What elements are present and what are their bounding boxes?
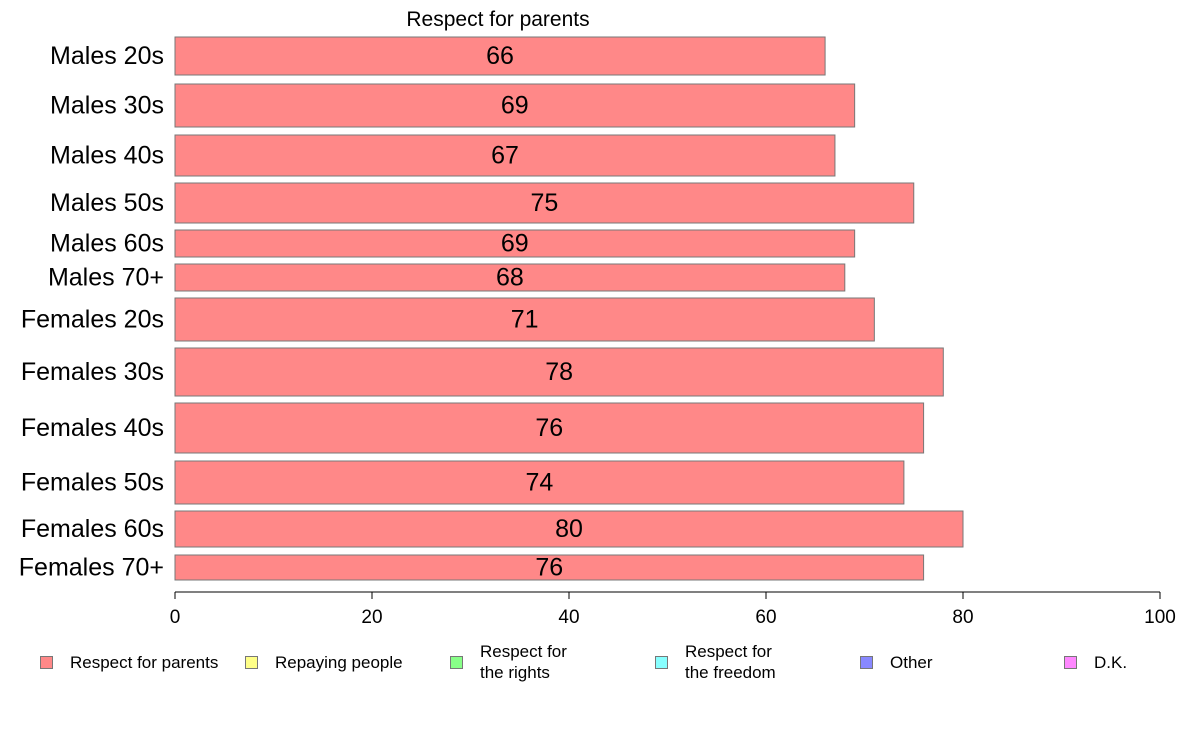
legend-swatch <box>655 655 668 669</box>
legend-label: Respect for parents <box>70 652 219 672</box>
category-label: Females 60s <box>21 515 164 543</box>
bar <box>174 182 915 224</box>
bar <box>174 229 856 258</box>
data-label: 78 <box>545 358 573 386</box>
category-label: Females 70+ <box>19 554 164 582</box>
data-label: 80 <box>555 515 583 543</box>
bar <box>174 134 836 177</box>
legend-label: Other <box>890 652 933 672</box>
chart-title: Respect for parents <box>406 8 589 31</box>
x-tick-label: 20 <box>361 607 382 628</box>
category-label: Females 40s <box>21 414 164 442</box>
legend-label: D.K. <box>1094 652 1128 672</box>
legend-item: Respect for parents <box>40 640 218 684</box>
x-axis: 0 20 40 60 80 100 <box>170 591 1176 628</box>
category-label: Females 50s <box>21 469 164 497</box>
legend-label: Respect for the rights <box>480 642 567 682</box>
category-label: Females 30s <box>21 358 164 386</box>
data-label: 75 <box>530 189 558 217</box>
data-label: 76 <box>535 554 563 582</box>
legend-item: Other <box>860 640 933 684</box>
x-tick-label: 60 <box>755 607 776 628</box>
category-label: Females 20s <box>21 306 164 334</box>
legend-swatch <box>245 655 258 669</box>
bar <box>174 36 826 76</box>
bar <box>174 510 964 548</box>
data-label: 76 <box>535 414 563 442</box>
legend-swatch <box>1064 655 1077 669</box>
data-label: 74 <box>526 469 554 497</box>
legend-swatch <box>450 655 463 669</box>
x-tick-label: 80 <box>952 607 973 628</box>
category-label: Males 20s <box>50 42 164 70</box>
legend-label: Respect for the freedom <box>685 642 776 682</box>
data-label: 68 <box>496 264 524 292</box>
bar <box>174 263 846 292</box>
legend: Respect for parents Repaying people Respec… <box>0 640 1188 690</box>
data-label: 69 <box>501 92 529 120</box>
category-label: Males 50s <box>50 189 164 217</box>
bar <box>174 347 944 397</box>
bar <box>174 83 856 128</box>
legend-swatch <box>860 655 873 669</box>
data-label: 71 <box>511 306 539 334</box>
legend-swatch <box>40 655 53 669</box>
bar <box>174 402 925 454</box>
bar <box>174 460 905 505</box>
x-tick-label: 0 <box>170 607 181 628</box>
legend-item: Respect for the freedom <box>655 640 776 684</box>
bars-group: Males 20s 66 Males 30s 69 Males 40s 67 Males 5… <box>19 36 964 582</box>
legend-item: Respect for the rights <box>450 640 567 684</box>
x-tick-label: 40 <box>558 607 579 628</box>
legend-item: D.K. <box>1064 640 1127 684</box>
bar <box>174 554 925 581</box>
legend-label: Repaying people <box>275 652 403 672</box>
bar <box>174 297 875 342</box>
x-tick-label: 100 <box>1144 607 1176 628</box>
category-label: Males 40s <box>50 142 164 170</box>
data-label: 67 <box>491 142 519 170</box>
category-label: Males 70+ <box>48 264 164 292</box>
category-label: Males 30s <box>50 92 164 120</box>
data-label: 66 <box>486 42 514 70</box>
legend-item: Repaying people <box>245 640 403 684</box>
category-label: Males 60s <box>50 230 164 258</box>
data-label: 69 <box>501 230 529 258</box>
